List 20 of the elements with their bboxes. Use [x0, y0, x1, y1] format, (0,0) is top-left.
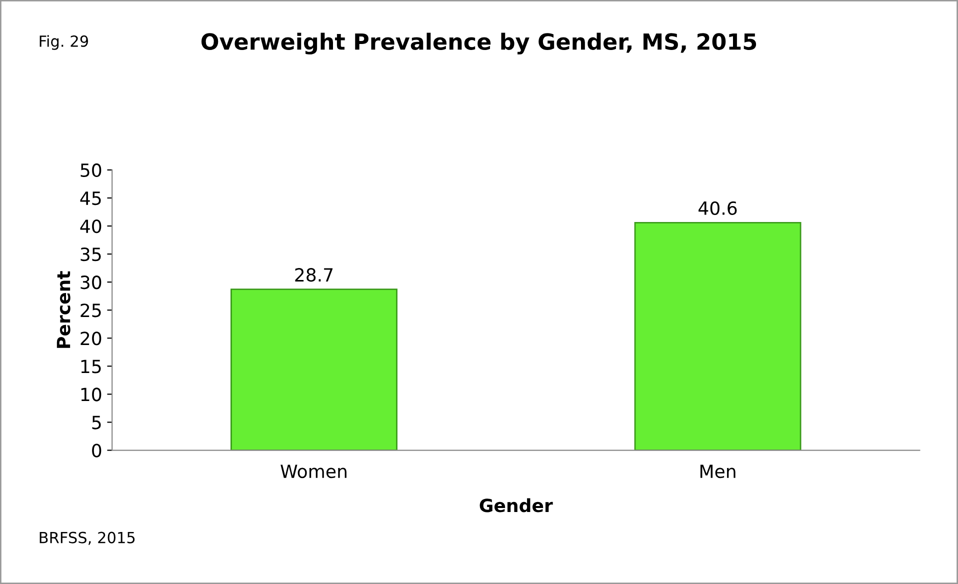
data-label: 28.7 — [295, 268, 333, 282]
y-tick-label: 5 — [92, 416, 101, 430]
x-tick-label: Women — [280, 464, 346, 478]
y-tick-label: 20 — [80, 332, 102, 346]
y-tick-label: 15 — [81, 360, 101, 374]
chart-title: Overweight Prevalence by Gender, MS, 2015 — [201, 32, 756, 54]
x-tick-label: Men — [700, 464, 736, 478]
x-axis-title: Gender — [480, 498, 553, 512]
y-tick-label: 40 — [80, 219, 102, 234]
y-axis-title: Percent — [56, 271, 70, 348]
text: BRFSS, 2015 — [40, 532, 135, 545]
y-tick-label: 30 — [80, 276, 102, 290]
y-tick-label: 35 — [80, 248, 101, 262]
y-tick-label: 25 — [80, 304, 101, 318]
y-tick-label: 0 — [92, 444, 102, 458]
y-tick-label: 10 — [81, 388, 102, 402]
y-tick-label: 45 — [80, 192, 101, 206]
caption: Fig. 29 — [40, 35, 88, 50]
data-label: 40.6 — [698, 201, 737, 215]
y-tick-label: 50 — [80, 163, 102, 178]
